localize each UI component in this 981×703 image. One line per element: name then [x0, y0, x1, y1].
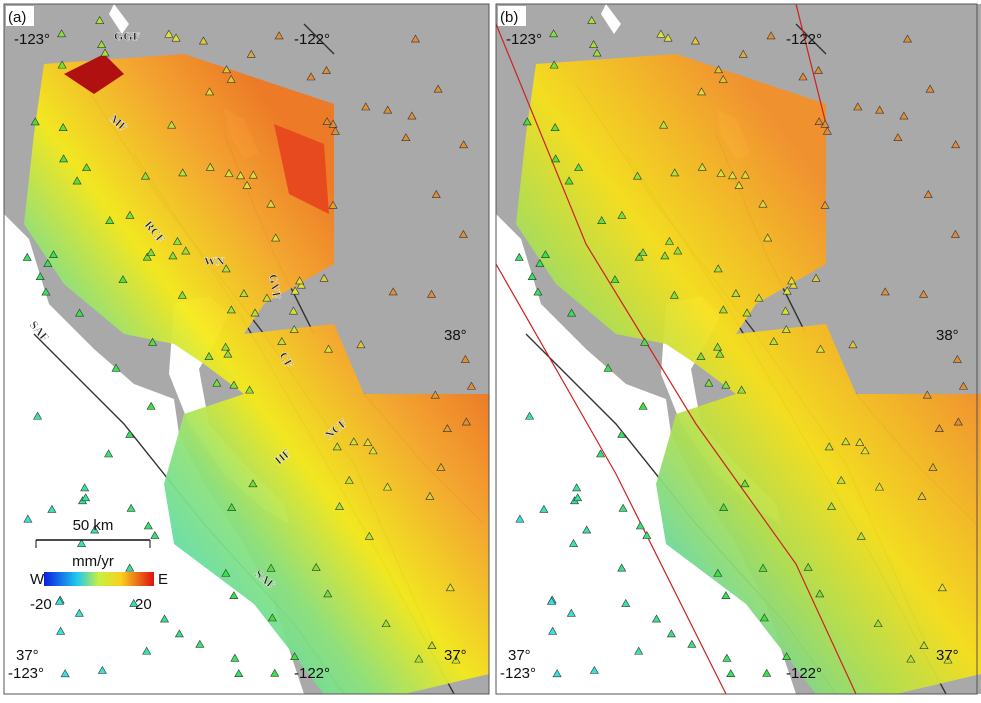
- lon-label: -122°: [294, 665, 330, 682]
- lon-label: -122°: [294, 31, 330, 48]
- lon-label: -123°: [14, 31, 50, 48]
- lat-label: 37°: [16, 647, 39, 664]
- colorbar-left: W: [30, 571, 45, 588]
- lon-label: -123°: [8, 665, 44, 682]
- fault-label: GGF: [114, 29, 140, 43]
- colorbar-max: 20: [135, 596, 152, 613]
- scale-bar-label: 50 km: [73, 517, 114, 534]
- colorbar-min: -20: [30, 596, 52, 613]
- panel-label: (b): [500, 9, 518, 26]
- colorbar-right: E: [158, 571, 168, 588]
- lat-label: 37°: [444, 647, 467, 664]
- lat-label: 38°: [936, 327, 959, 344]
- panel-label: (a): [8, 9, 26, 26]
- lon-label: -123°: [506, 31, 542, 48]
- lon-label: -122°: [786, 31, 822, 48]
- lon-label: -122°: [786, 665, 822, 682]
- lon-label: -123°: [500, 665, 536, 682]
- lat-label: 37°: [508, 647, 531, 664]
- lat-label: 38°: [444, 327, 467, 344]
- colorbar-title: mm/yr: [72, 553, 114, 570]
- fault-label: WN: [204, 254, 225, 268]
- lat-label: 37°: [936, 647, 959, 664]
- figure: (a)-123°-122°38°37°37°-123°-122°GGFMFRCF…: [0, 0, 981, 698]
